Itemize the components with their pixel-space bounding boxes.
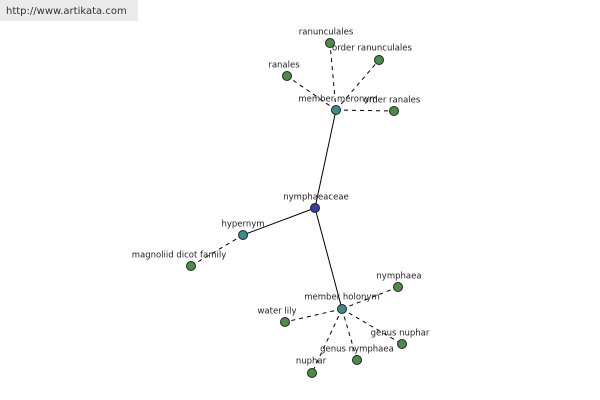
node — [307, 368, 317, 378]
node — [310, 203, 320, 213]
node — [389, 106, 399, 116]
node-label: member meronym — [298, 95, 377, 105]
node-label: hypernym — [221, 220, 264, 230]
node-label: member holonym — [304, 293, 379, 303]
node — [282, 71, 292, 81]
edges — [190, 42, 403, 374]
nodes: nymphaeaceae member meronym hypernym member… — [132, 28, 430, 378]
node — [374, 55, 384, 65]
node-label: magnoliid dicot family — [132, 251, 227, 261]
node-label: nuphar — [296, 357, 327, 367]
node — [337, 304, 347, 314]
node — [186, 261, 196, 271]
node-label: water lily — [257, 307, 296, 317]
node-label: nymphaeaceae — [283, 193, 348, 203]
node — [397, 339, 407, 349]
node-label: order ranunculales — [332, 44, 412, 54]
node-label: ranunculales — [299, 28, 354, 38]
dashed-edge — [286, 75, 337, 111]
node-label: genus nymphaea — [320, 345, 394, 355]
node — [352, 355, 362, 365]
dashed-edge — [335, 109, 395, 112]
dashed-edge — [190, 234, 244, 267]
dashed-edge — [341, 286, 399, 310]
node — [325, 38, 335, 48]
edge — [314, 109, 337, 209]
edge — [314, 207, 343, 310]
dashed-edge — [311, 308, 343, 374]
node — [238, 230, 248, 240]
dashed-edge — [341, 308, 403, 345]
node-label: genus nuphar — [371, 329, 430, 339]
dashed-edge — [335, 59, 380, 111]
node — [393, 282, 403, 292]
node-label: nymphaea — [376, 272, 421, 282]
url-box — [0, 0, 138, 21]
node — [280, 317, 290, 327]
node — [331, 105, 341, 115]
node-label: order ranales — [364, 96, 421, 106]
dashed-edge — [284, 308, 343, 323]
edge — [242, 207, 316, 236]
dashed-edge — [329, 42, 337, 111]
dashed-edge — [341, 308, 358, 361]
url: http://www.artikata.com — [6, 6, 127, 17]
node-label: ranales — [268, 61, 300, 71]
